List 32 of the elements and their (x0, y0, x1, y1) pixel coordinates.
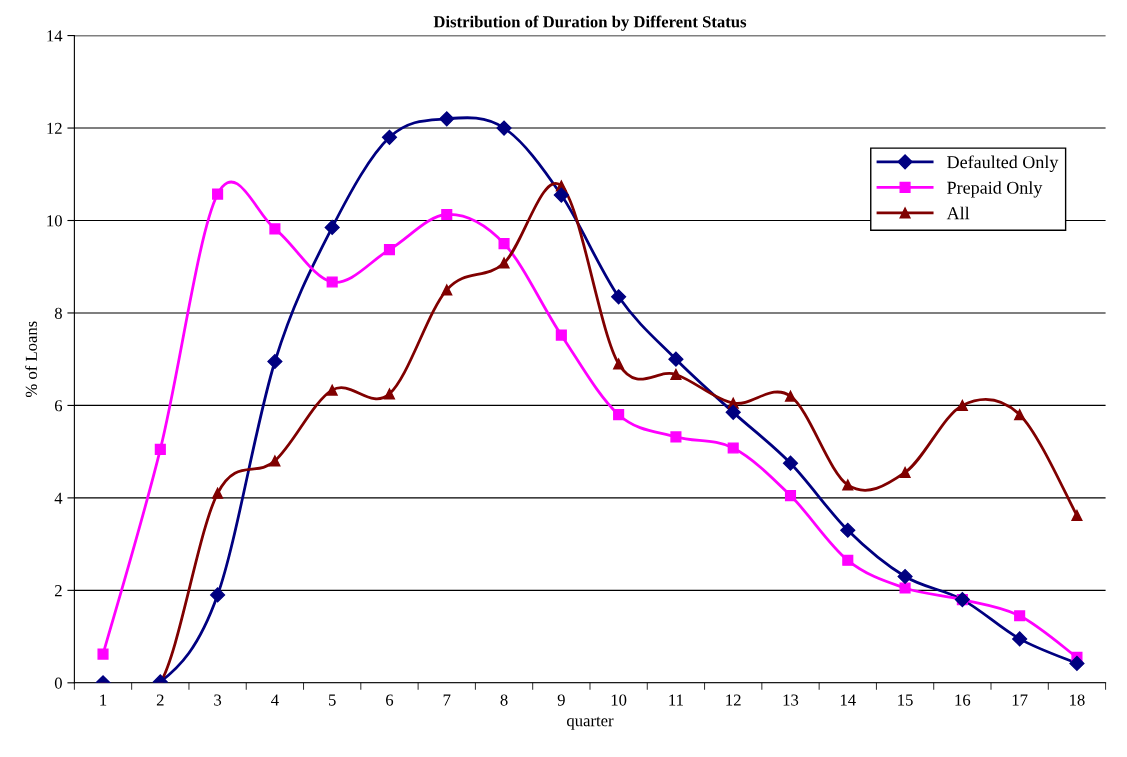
y-tick-label: 6 (54, 400, 63, 412)
x-tick-label: 16 (955, 694, 971, 706)
y-axis-title: % of Loans (25, 321, 38, 398)
legend-label: All (946, 206, 970, 220)
x-tick-label: 10 (611, 694, 627, 706)
x-tick-label: 1 (100, 694, 107, 706)
x-tick-label: 8 (500, 694, 508, 706)
y-tick-label: 0 (54, 677, 62, 689)
x-tick-label: 14 (840, 694, 856, 706)
x-tick-label: 12 (726, 694, 741, 706)
x-tick-label: 6 (386, 694, 394, 706)
x-tick-label: 13 (783, 694, 799, 706)
x-tick-label: 4 (271, 694, 279, 706)
x-axis-title: quarter (566, 716, 614, 730)
x-tick-label: 2 (156, 694, 164, 706)
x-tick-label: 3 (214, 694, 222, 706)
y-tick-label: 12 (47, 122, 62, 134)
y-tick-label: 8 (54, 307, 62, 319)
x-tick-label: 5 (328, 694, 336, 706)
y-tick-label: 10 (47, 215, 62, 227)
legend-label: Defaulted Only (947, 155, 1059, 172)
y-tick-label: 2 (54, 585, 62, 597)
y-tick-label: 4 (54, 492, 63, 504)
x-tick-label: 9 (557, 694, 565, 706)
x-tick-label: 11 (669, 694, 683, 706)
x-tick-label: 17 (1012, 694, 1028, 706)
legend-label: Prepaid Only (947, 181, 1043, 198)
x-tick-label: 7 (443, 694, 451, 706)
x-tick-label: 18 (1070, 694, 1085, 706)
chart-title: Distribution of Duration by Different Status (433, 15, 747, 31)
y-tick-label: 14 (47, 30, 63, 42)
x-tick-label: 15 (898, 694, 913, 706)
